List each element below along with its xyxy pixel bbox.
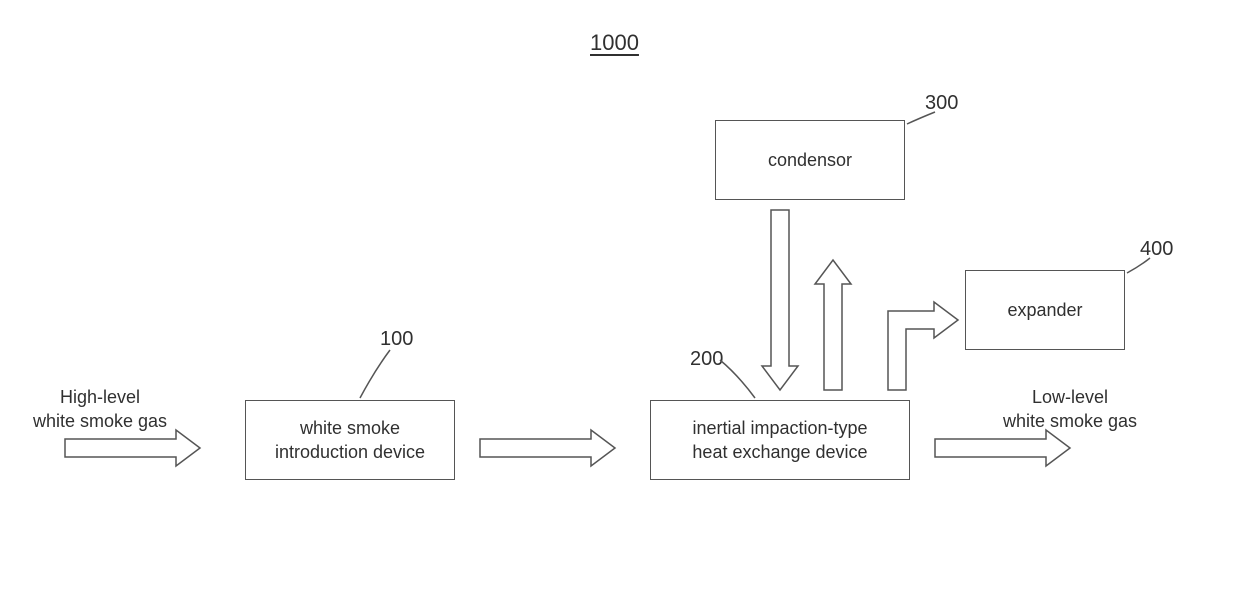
node-heat: inertial impaction-typeheat exchange dev… bbox=[650, 400, 910, 480]
output-gas-label: Low-levelwhite smoke gas bbox=[980, 385, 1160, 434]
ref-100: 100 bbox=[380, 328, 413, 351]
node-expander: expander bbox=[965, 270, 1125, 350]
node-intro-label: white smokeintroduction device bbox=[275, 416, 425, 465]
diagram-canvas: 1000 High-levelwhite smoke gas Low-level… bbox=[0, 0, 1240, 610]
leader-heat bbox=[720, 360, 755, 398]
arrow-intro-to-heat bbox=[480, 430, 615, 466]
output-gas-text: Low-levelwhite smoke gas bbox=[1003, 387, 1137, 431]
input-gas-label: High-levelwhite smoke gas bbox=[10, 385, 190, 434]
arrow-heat-to-cond bbox=[815, 260, 851, 390]
arrow-heat-to-out bbox=[935, 430, 1070, 466]
node-expander-label: expander bbox=[1007, 298, 1082, 322]
arrow-cond-to-heat bbox=[762, 210, 798, 390]
node-heat-label: inertial impaction-typeheat exchange dev… bbox=[692, 416, 867, 465]
leader-intro bbox=[360, 350, 390, 398]
diagram-title: 1000 bbox=[590, 30, 639, 56]
ref-200: 200 bbox=[690, 348, 723, 371]
input-gas-text: High-levelwhite smoke gas bbox=[33, 387, 167, 431]
node-intro: white smokeintroduction device bbox=[245, 400, 455, 480]
ref-400: 400 bbox=[1140, 238, 1173, 261]
node-condensor-label: condensor bbox=[768, 148, 852, 172]
arrow-heat-to-exp bbox=[888, 302, 958, 390]
ref-300: 300 bbox=[925, 92, 958, 115]
arrow-in-to-intro bbox=[65, 430, 200, 466]
node-condensor: condensor bbox=[715, 120, 905, 200]
